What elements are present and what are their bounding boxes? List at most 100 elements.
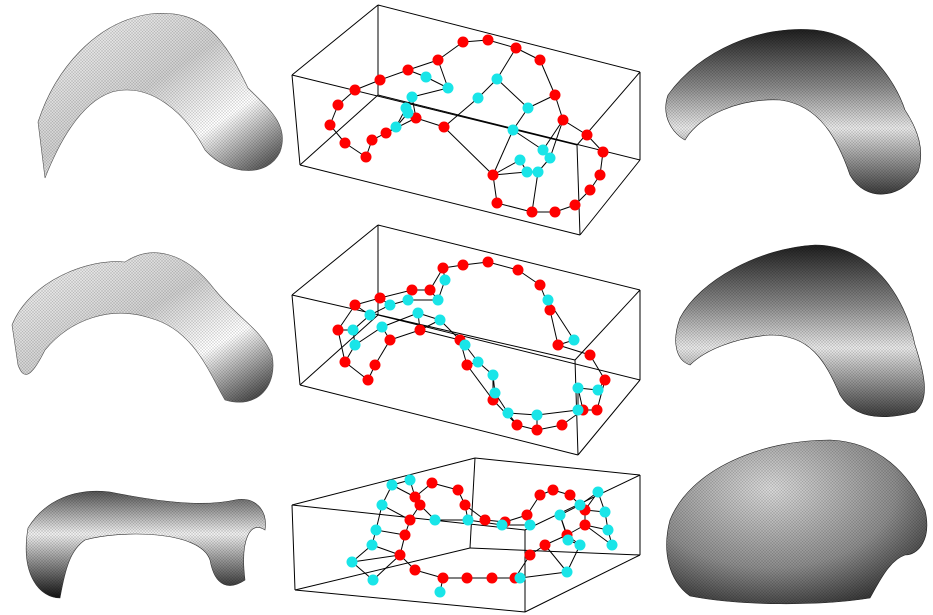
cyan-node: [421, 72, 432, 83]
red-node: [333, 100, 344, 111]
red-node: [565, 490, 576, 501]
box-edge: [292, 75, 300, 165]
red-node: [522, 510, 533, 521]
surface-right-1: [666, 29, 921, 194]
red-node: [375, 293, 386, 304]
box-edge: [292, 458, 475, 505]
red-node: [598, 147, 609, 158]
cyan-node: [525, 520, 536, 531]
cyan-node: [435, 587, 446, 598]
graph-edge: [382, 313, 418, 327]
red-node: [585, 350, 596, 361]
cyan-node: [347, 557, 358, 568]
cyan-node: [532, 410, 543, 421]
cyan-node: [593, 385, 604, 396]
graph-edge: [537, 410, 578, 415]
cyan-node: [575, 500, 586, 511]
cyan-node: [435, 315, 446, 326]
box-edge: [292, 505, 295, 590]
box-edge: [475, 458, 640, 475]
red-node: [483, 257, 494, 268]
red-node: [535, 55, 546, 66]
red-node: [381, 128, 392, 139]
surface-left-3: [26, 491, 265, 598]
cyan-node: [573, 405, 584, 416]
cyan-node: [433, 295, 444, 306]
cyan-node: [522, 167, 533, 178]
cyan-node: [515, 155, 526, 166]
red-node: [557, 420, 568, 431]
red-node: [488, 170, 499, 181]
red-node: [492, 198, 503, 209]
red-node: [480, 515, 491, 526]
surface-right-2: [676, 245, 925, 417]
cyan-node: [545, 153, 556, 164]
red-node: [511, 43, 522, 54]
red-node: [570, 200, 581, 211]
cyan-node: [508, 125, 519, 136]
cyan-node: [403, 108, 414, 119]
red-node: [595, 170, 606, 181]
cyan-node: [440, 275, 451, 286]
box-edge: [578, 380, 640, 455]
surface-left-1: [38, 13, 282, 178]
red-node: [375, 75, 386, 86]
cyan-node: [569, 335, 580, 346]
red-node: [395, 550, 406, 561]
red-node: [363, 375, 374, 386]
cyan-node: [533, 167, 544, 178]
red-node: [550, 90, 561, 101]
red-node: [407, 285, 418, 296]
cyan-node: [573, 383, 584, 394]
graph-panels: [292, 5, 640, 612]
box-edge: [577, 145, 580, 235]
box-edge: [470, 458, 475, 548]
cyan-node: [350, 340, 361, 351]
cyan-node: [371, 525, 382, 536]
red-node: [333, 325, 344, 336]
cyan-node: [365, 310, 376, 321]
graph-edge: [420, 330, 460, 340]
figure: [0, 0, 933, 615]
red-node: [462, 573, 473, 584]
red-node: [340, 138, 351, 149]
cyan-node: [387, 480, 398, 491]
red-node: [462, 360, 473, 371]
cyan-node: [473, 93, 484, 104]
red-node: [592, 405, 603, 416]
red-node: [361, 152, 372, 163]
red-node: [580, 520, 591, 531]
surface-left-2: [12, 253, 273, 402]
red-node: [325, 120, 336, 131]
box-edge: [575, 290, 640, 360]
red-node: [548, 485, 559, 496]
cyan-node: [497, 520, 508, 531]
cyan-node: [563, 535, 574, 546]
red-node: [545, 305, 556, 316]
cyan-node: [562, 567, 573, 578]
red-node: [439, 122, 450, 133]
red-node: [512, 420, 523, 431]
graph-edge: [444, 127, 493, 175]
red-node: [405, 515, 416, 526]
red-node: [483, 35, 494, 46]
box-edge: [292, 295, 300, 385]
cyan-node: [348, 325, 359, 336]
red-node: [532, 425, 543, 436]
red-node: [487, 573, 498, 584]
cyan-node: [430, 515, 441, 526]
red-node: [350, 300, 361, 311]
box-edge: [295, 590, 525, 612]
red-node: [558, 115, 569, 126]
box-edge: [580, 160, 640, 235]
red-node: [400, 530, 411, 541]
cyan-node: [575, 540, 586, 551]
red-node: [427, 478, 438, 489]
box-edge: [525, 555, 640, 612]
graph-edge: [493, 130, 513, 175]
red-node: [453, 485, 464, 496]
cyan-node: [368, 575, 379, 586]
red-node: [600, 375, 611, 386]
red-node: [540, 540, 551, 551]
red-node: [513, 265, 524, 276]
